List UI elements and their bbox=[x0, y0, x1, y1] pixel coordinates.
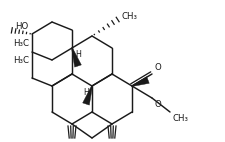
Text: O: O bbox=[154, 63, 161, 72]
Polygon shape bbox=[82, 86, 92, 105]
Text: H₃C: H₃C bbox=[13, 56, 29, 65]
Text: HO: HO bbox=[15, 22, 28, 31]
Text: H: H bbox=[75, 50, 81, 59]
Text: CH₃: CH₃ bbox=[122, 12, 137, 20]
Text: H: H bbox=[83, 88, 89, 97]
Polygon shape bbox=[131, 77, 148, 86]
Text: O: O bbox=[154, 100, 161, 109]
Text: CH₃: CH₃ bbox=[172, 114, 188, 123]
Polygon shape bbox=[71, 48, 81, 67]
Text: H₃C: H₃C bbox=[13, 39, 29, 48]
